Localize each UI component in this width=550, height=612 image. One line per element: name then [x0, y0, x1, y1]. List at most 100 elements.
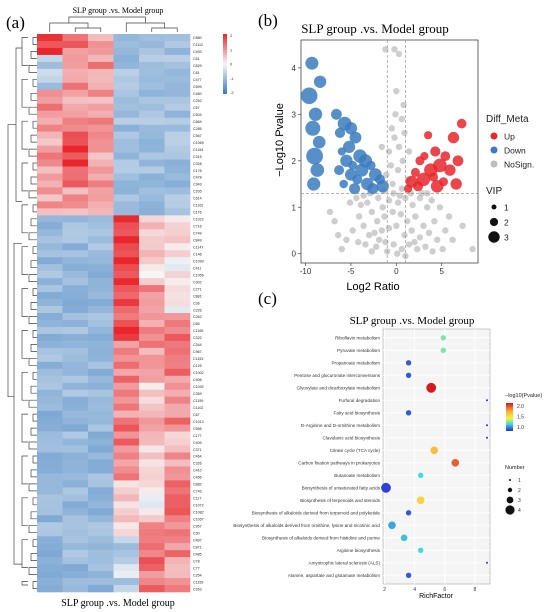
heatmap-cell [88, 285, 114, 293]
heatmap-cell [113, 47, 140, 56]
heatmap-cell [37, 306, 63, 314]
heatmap-cell [88, 215, 114, 223]
heatmap-cell [88, 166, 114, 174]
heatmap-cell [62, 236, 89, 244]
heatmap-cell [139, 319, 165, 328]
enrichment-point [381, 482, 391, 493]
enrichment-category-label: Butanoate metabolism [334, 473, 380, 478]
volcano-point [393, 222, 400, 229]
heatmap-cell [62, 229, 89, 237]
heatmap-cell [139, 292, 165, 300]
heatmap-cell [164, 396, 191, 404]
heatmap-cell [88, 208, 114, 216]
enrichment-legend-size-swatch [506, 496, 514, 504]
heatmap-cell [164, 445, 191, 453]
heatmap-cell [37, 229, 63, 237]
heatmap-cell [113, 543, 140, 551]
heatmap-cell [88, 438, 114, 446]
volcano-legend-swatch [490, 160, 498, 168]
heatmap-cell [88, 529, 114, 537]
heatmap-cell [37, 89, 63, 98]
heatmap-cell [37, 550, 63, 558]
volcano-point [385, 225, 393, 232]
enrichment-legend-size-swatch [507, 487, 513, 493]
heatmap-cell [113, 571, 140, 579]
heatmap-cell [37, 410, 63, 418]
heatmap-cell [37, 501, 63, 509]
enrichment-legend-size-label: 3 [518, 498, 521, 504]
heatmap-cell [37, 250, 63, 258]
volcano-point [398, 185, 405, 192]
heatmap-cell [164, 501, 191, 509]
volcano-point [410, 167, 420, 177]
heatmap-cell [139, 515, 165, 523]
heatmap-cell [164, 278, 191, 286]
enrichment-point [486, 436, 488, 439]
heatmap-cell [113, 180, 140, 188]
heatmap-cell [164, 243, 191, 251]
enrichment-axes: 2 4 6 8 [383, 587, 476, 593]
heatmap-cell [113, 368, 140, 377]
heatmap-cell [164, 340, 191, 349]
volcano-point [353, 194, 360, 202]
heatmap-cell [113, 89, 140, 98]
heatmap-cell [37, 396, 63, 404]
heatmap-row-label: C78 [193, 559, 200, 563]
heatmap-row-label: C829 [193, 64, 202, 68]
heatmap-cell [139, 326, 165, 335]
heatmap-cell [164, 159, 191, 167]
heatmap-cell [37, 529, 63, 537]
volcano-point [422, 243, 429, 250]
heatmap-cell [62, 61, 89, 70]
heatmap-cell [113, 271, 140, 279]
heatmap-cell [164, 550, 191, 558]
heatmap-cell [164, 571, 191, 579]
heatmap-cell [37, 494, 63, 502]
heatmap-cell [88, 515, 114, 523]
heatmap-cell [164, 438, 191, 446]
enrichment-legend-colorbar [506, 403, 513, 431]
heatmap-row-label: C871 [193, 545, 202, 549]
heatmap-cell [139, 585, 165, 593]
heatmap-cell [37, 222, 63, 230]
heatmap-cell [113, 208, 140, 216]
heatmap-cell [88, 459, 114, 467]
heatmap-cell [164, 299, 191, 307]
heatmap-cell [62, 180, 89, 188]
heatmap-row-label: C1059 [193, 273, 204, 277]
heatmap-row-label: C344 [193, 343, 202, 347]
volcano-legend-size-swatch [488, 231, 500, 243]
heatmap-row-label: C1162 [193, 204, 203, 208]
volcano-point [449, 236, 456, 243]
heatmap-cell [37, 382, 63, 391]
volcano-point [375, 194, 382, 202]
heatmap-cell [139, 271, 165, 279]
heatmap-row-label: C205 [193, 190, 202, 194]
heatmap-cell [113, 382, 140, 391]
heatmap-cell [139, 508, 165, 516]
heatmap-row-label: C410 [193, 469, 202, 473]
volcano-point [411, 238, 418, 246]
enrichment-category-label: D-Arginine and D-ornithine metabolism [301, 423, 380, 428]
heatmap-cell [62, 103, 89, 112]
heatmap-cell [62, 145, 89, 153]
heatmap-cell [113, 557, 140, 565]
heatmap-cell [113, 501, 140, 509]
heatmap-row-label: C1154 [193, 148, 203, 152]
volcano-point [442, 227, 449, 234]
heatmap-cell [113, 306, 140, 314]
heatmap-scale-tick: -2 [230, 90, 234, 95]
heatmap-cell [37, 340, 63, 349]
dendrogram-branch [49, 16, 178, 32]
heatmap-cell [37, 40, 63, 49]
heatmap-cell [88, 54, 114, 63]
enrichment-category-label: Clavulanic acid biosynthesis [323, 435, 381, 440]
heatmap-cell [37, 180, 63, 188]
heatmap-cell [37, 201, 63, 209]
enrichment-category-label: Glyoxylate and dicarboxylate metabolism [297, 385, 381, 390]
heatmap-cell [37, 522, 63, 530]
volcano-point [349, 227, 356, 234]
heatmap-cell [164, 201, 191, 209]
enrichment-point [426, 382, 437, 393]
heatmap-cell [88, 40, 114, 49]
